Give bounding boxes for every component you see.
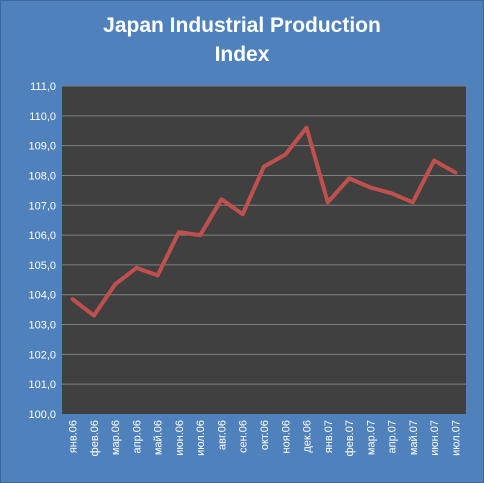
y-tick-label: 111,0 [30,81,56,93]
x-tick-label: июн.07 [429,420,441,456]
x-tick-label: фев.06 [89,420,101,456]
y-tick-label: 101,0 [28,379,56,391]
y-tick-label: 102,0 [28,349,56,361]
y-tick-label: 100,0 [28,409,56,421]
x-tick-label: авг.06 [216,420,228,450]
x-tick-label: янв.06 [68,420,80,453]
x-tick-label: июн.06 [174,420,186,456]
series-line [70,125,458,318]
x-axis-ticks: янв.06 фев.06 мар.06 апр.06 май.06 июн.06 июл.… [68,420,463,456]
y-tick-label: 109,0 [28,141,56,153]
y-tick-label: 110,0 [29,111,56,123]
x-tick-label: мар.07 [365,420,377,455]
y-tick-label: 104,0 [28,290,56,302]
x-tick-label: июл.07 [450,420,462,456]
y-tick-label: 103,0 [28,320,56,332]
gridlines [62,85,466,385]
x-tick-label: май.07 [408,420,420,455]
x-tick-label: апр.07 [387,420,399,453]
x-tick-label: мар.06 [110,420,122,455]
chart-title: Japan Industrial Production Index [103,14,381,66]
x-tick-label: апр.06 [131,420,143,453]
x-tick-label: июл.06 [195,420,207,456]
x-tick-label: дек.06 [302,420,314,453]
y-tick-label: 108,0 [28,170,56,182]
y-tick-label: 105,0 [28,260,56,272]
x-tick-label: ноя.06 [280,420,292,453]
y-tick-label: 107,0 [28,200,56,212]
y-axis-ticks: 100,0 101,0 102,0 103,0 104,0 105,0 106,0 107,0… [28,81,56,421]
plot-area [62,86,466,414]
x-tick-label: май.06 [153,420,165,455]
y-tick-label: 106,0 [28,230,56,242]
x-tick-label: окт.06 [259,420,271,450]
x-tick-label: фев.07 [344,420,356,456]
x-tick-label: янв.07 [323,420,335,453]
x-tick-label: сен.06 [238,420,250,453]
